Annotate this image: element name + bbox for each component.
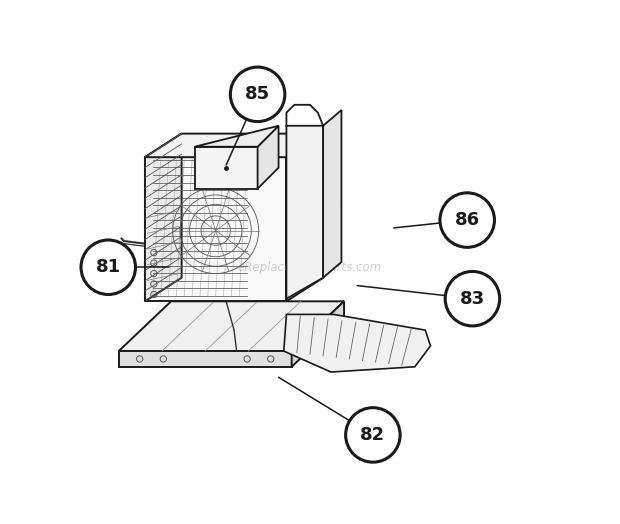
Text: 85: 85 <box>245 85 270 103</box>
Polygon shape <box>291 301 344 367</box>
Text: 82: 82 <box>360 426 386 444</box>
Circle shape <box>345 408 400 462</box>
Circle shape <box>440 193 494 247</box>
Text: 81: 81 <box>95 258 121 276</box>
Polygon shape <box>119 351 291 367</box>
Polygon shape <box>257 126 278 189</box>
Polygon shape <box>323 110 342 278</box>
Polygon shape <box>145 157 286 301</box>
Polygon shape <box>284 314 430 372</box>
Circle shape <box>445 271 500 326</box>
Polygon shape <box>286 134 323 301</box>
Polygon shape <box>195 126 278 147</box>
Circle shape <box>81 240 136 294</box>
Polygon shape <box>286 126 323 299</box>
Polygon shape <box>119 301 344 351</box>
Text: 86: 86 <box>454 211 480 229</box>
Polygon shape <box>195 147 257 189</box>
Circle shape <box>231 67 285 122</box>
Text: eReplacementParts.com: eReplacementParts.com <box>238 261 382 274</box>
Polygon shape <box>145 134 323 157</box>
Polygon shape <box>145 134 182 301</box>
Text: 83: 83 <box>460 290 485 308</box>
